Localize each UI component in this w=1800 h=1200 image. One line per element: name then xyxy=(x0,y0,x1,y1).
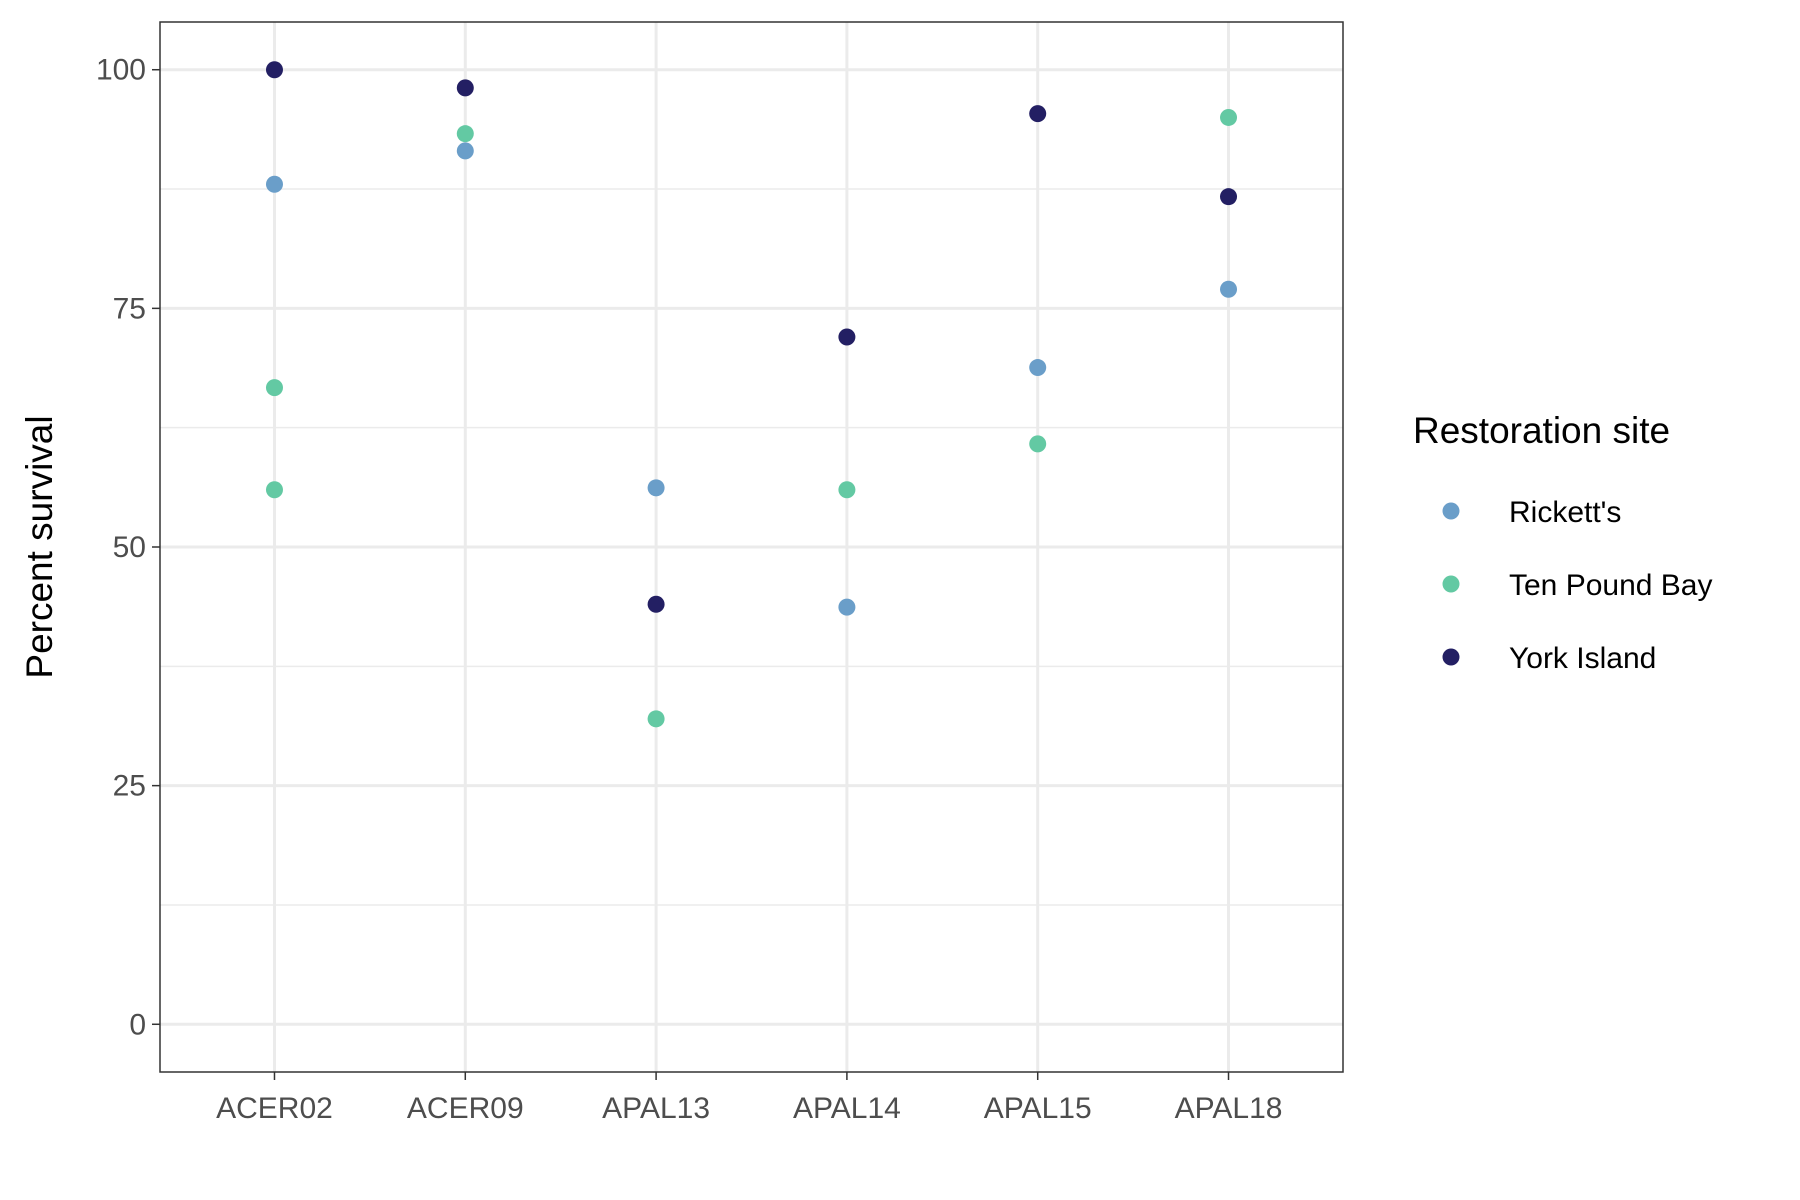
x-tick-label: APAL18 xyxy=(1175,1092,1283,1125)
legend-key xyxy=(1442,502,1460,520)
data-point xyxy=(1029,105,1047,123)
data-point xyxy=(265,175,283,193)
x-tick-label: ACER09 xyxy=(407,1092,524,1125)
data-point xyxy=(265,61,283,79)
y-tick-label: 25 xyxy=(113,770,146,803)
data-point xyxy=(1220,108,1238,126)
data-point xyxy=(456,142,474,160)
data-point xyxy=(647,479,665,497)
x-axis-ticks: ACER02 ACER09 APAL13 APAL14 APAL15 APAL18 xyxy=(216,1072,1282,1125)
legend-key xyxy=(1442,648,1460,666)
x-tick-label: APAL14 xyxy=(793,1092,901,1125)
data-point xyxy=(647,710,665,728)
legend-label: Ten Pound Bay xyxy=(1509,569,1712,602)
y-tick-label: 0 xyxy=(129,1008,146,1041)
data-point xyxy=(265,379,283,397)
data-points xyxy=(265,61,1238,728)
data-point xyxy=(647,595,665,613)
y-axis-title: Percent survival xyxy=(19,415,60,678)
data-point xyxy=(456,125,474,143)
data-point xyxy=(1029,435,1047,453)
data-point xyxy=(1220,280,1238,298)
data-point xyxy=(838,598,856,616)
data-point xyxy=(456,79,474,97)
x-tick-label: ACER02 xyxy=(216,1092,333,1125)
data-point xyxy=(838,481,856,499)
legend-items: Rickett's Ten Pound Bay York Island xyxy=(1442,496,1712,675)
major-gridlines xyxy=(160,22,1343,1072)
data-point xyxy=(1220,188,1238,206)
x-tick-label: APAL13 xyxy=(602,1092,710,1125)
minor-gridlines xyxy=(160,188,1343,906)
legend-key xyxy=(1442,575,1460,593)
y-tick-label: 100 xyxy=(96,54,146,87)
y-tick-label: 50 xyxy=(113,531,146,564)
y-tick-label: 75 xyxy=(113,292,146,325)
data-point xyxy=(838,328,856,346)
data-point xyxy=(265,481,283,499)
legend: Restoration site Rickett's Ten Pound Bay Y… xyxy=(1413,410,1712,675)
x-tick-label: APAL15 xyxy=(984,1092,1092,1125)
data-point xyxy=(1029,359,1047,377)
legend-label: York Island xyxy=(1509,642,1656,675)
legend-title: Restoration site xyxy=(1413,410,1670,451)
y-axis-ticks: 0 25 50 75 100 xyxy=(96,54,160,1041)
legend-label: Rickett's xyxy=(1509,496,1621,529)
